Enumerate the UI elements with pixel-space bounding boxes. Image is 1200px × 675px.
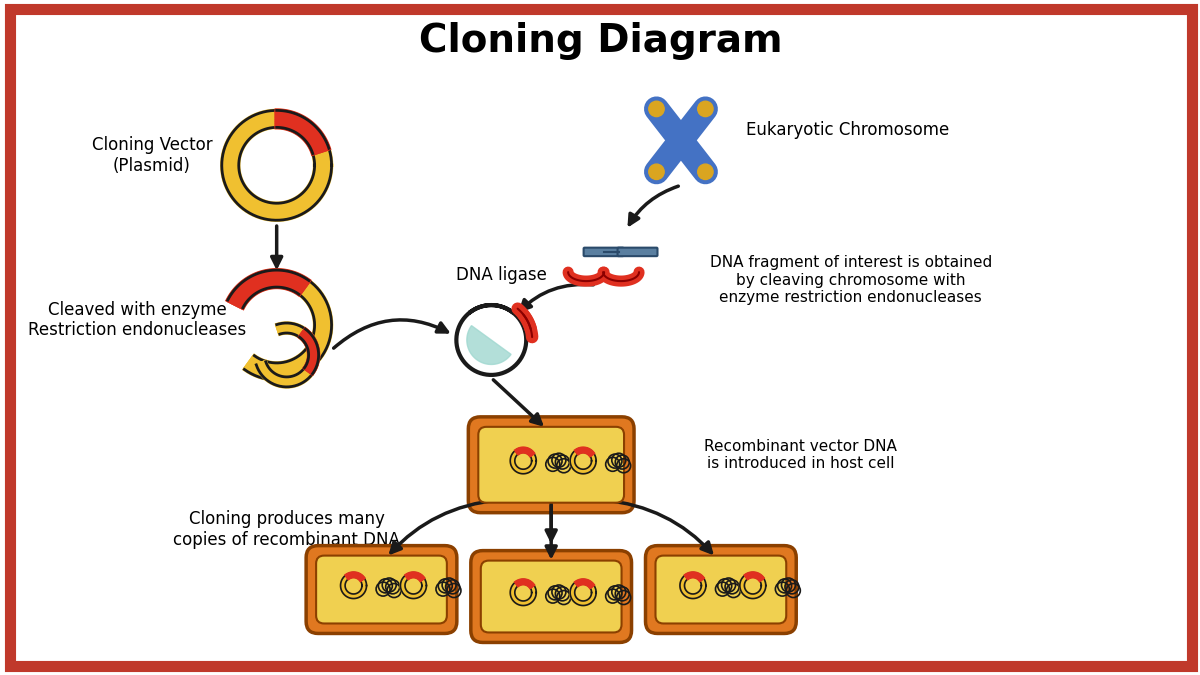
FancyBboxPatch shape <box>583 248 624 256</box>
Text: Eukaryotic Chromosome: Eukaryotic Chromosome <box>746 122 949 139</box>
FancyBboxPatch shape <box>481 561 622 632</box>
FancyBboxPatch shape <box>618 248 658 256</box>
Text: DNA ligase: DNA ligase <box>456 266 547 284</box>
Text: Recombinant vector DNA
is introduced in host cell: Recombinant vector DNA is introduced in … <box>704 439 898 471</box>
FancyBboxPatch shape <box>306 545 457 633</box>
Text: Cloning Vector
(Plasmid): Cloning Vector (Plasmid) <box>91 136 212 175</box>
Circle shape <box>649 101 664 117</box>
FancyBboxPatch shape <box>470 551 631 643</box>
Text: DNA fragment of interest is obtained
by cleaving chromosome with
enzyme restrict: DNA fragment of interest is obtained by … <box>709 255 991 305</box>
FancyBboxPatch shape <box>468 417 634 513</box>
FancyBboxPatch shape <box>655 556 786 624</box>
Text: Cleaved with enzyme
Restriction endonucleases: Cleaved with enzyme Restriction endonucl… <box>28 300 246 340</box>
FancyBboxPatch shape <box>316 556 446 624</box>
Text: Cloning Diagram: Cloning Diagram <box>419 22 782 59</box>
FancyBboxPatch shape <box>479 427 624 503</box>
Circle shape <box>697 101 713 117</box>
FancyBboxPatch shape <box>646 545 797 633</box>
Polygon shape <box>467 325 511 364</box>
Circle shape <box>697 164 713 180</box>
Circle shape <box>649 164 664 180</box>
Text: Cloning produces many
copies of recombinant DNA: Cloning produces many copies of recombin… <box>173 510 400 549</box>
